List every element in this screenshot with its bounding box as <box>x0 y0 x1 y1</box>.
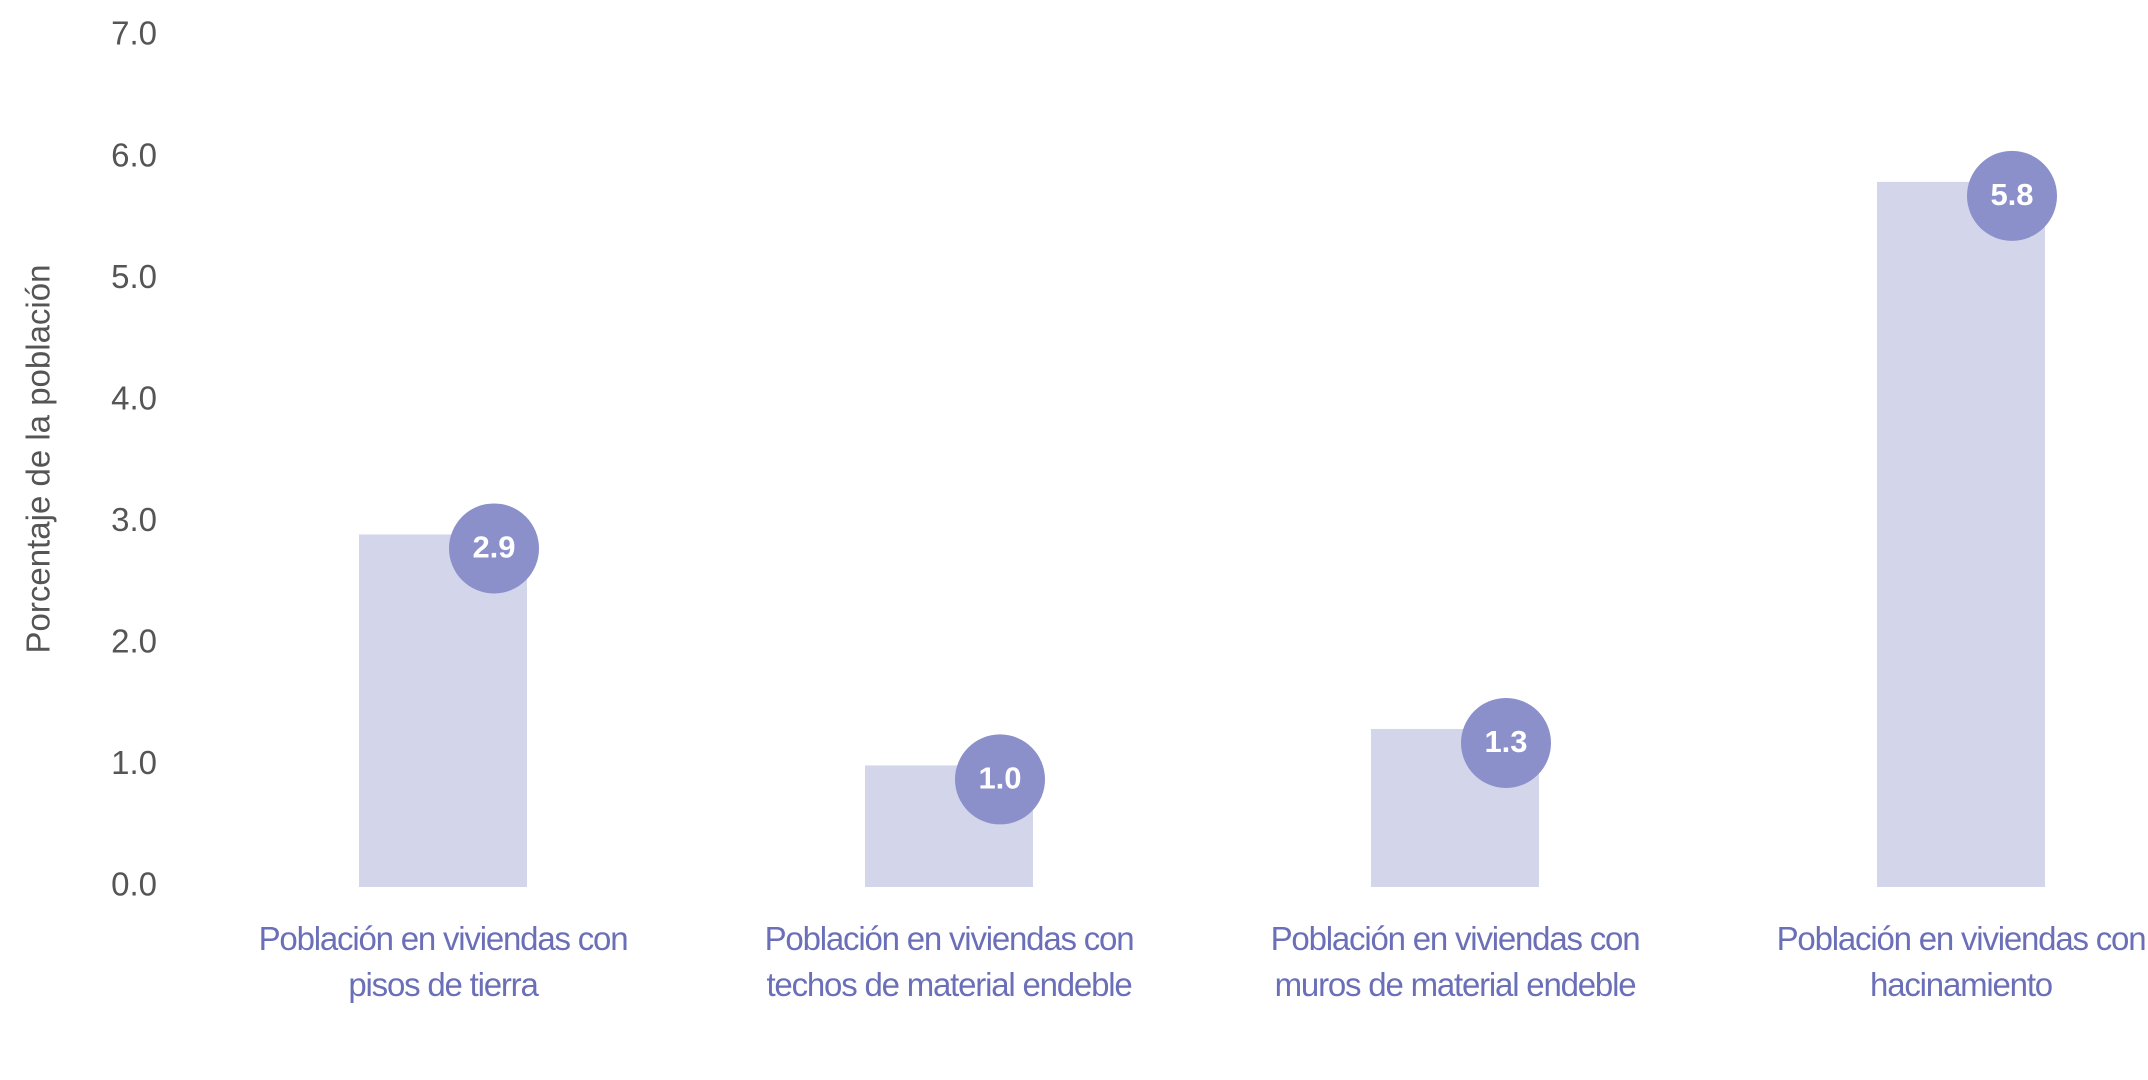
value-label: 5.8 <box>1990 177 2033 212</box>
value-badge <box>1461 697 1551 788</box>
y-tick-label: 3.0 <box>111 501 157 538</box>
x-tick-label: Población en viviendas con techos de mat… <box>764 920 1135 1003</box>
bar <box>1877 181 2045 887</box>
y-tick-label: 0.0 <box>111 866 157 903</box>
y-tick-label: 4.0 <box>111 379 157 416</box>
x-tick-label: Población en viviendas con muros de mate… <box>1270 920 1641 1003</box>
y-tick-label: 7.0 <box>111 15 157 52</box>
value-badge <box>1967 150 2057 241</box>
y-tick-label: 6.0 <box>111 136 157 173</box>
y-tick-label: 5.0 <box>111 258 157 295</box>
value-badge <box>449 503 539 594</box>
value-label: 1.3 <box>1484 724 1527 759</box>
y-tick-label: 1.0 <box>111 744 157 781</box>
x-tick-label: Población en viviendas con pisos de tier… <box>258 920 629 1003</box>
bar <box>359 534 527 887</box>
y-tick-label: 2.0 <box>111 623 157 660</box>
y-axis-label: Porcentaje de la población <box>20 265 57 654</box>
value-label: 1.0 <box>978 761 1021 796</box>
value-badge <box>955 734 1045 825</box>
value-label: 2.9 <box>472 530 515 565</box>
x-tick-label: Población en viviendas con hacinamiento <box>1776 920 2147 1003</box>
